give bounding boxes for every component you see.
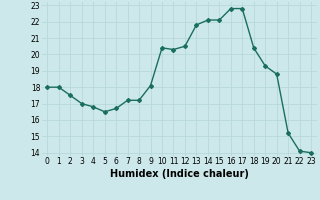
X-axis label: Humidex (Indice chaleur): Humidex (Indice chaleur) xyxy=(110,169,249,179)
